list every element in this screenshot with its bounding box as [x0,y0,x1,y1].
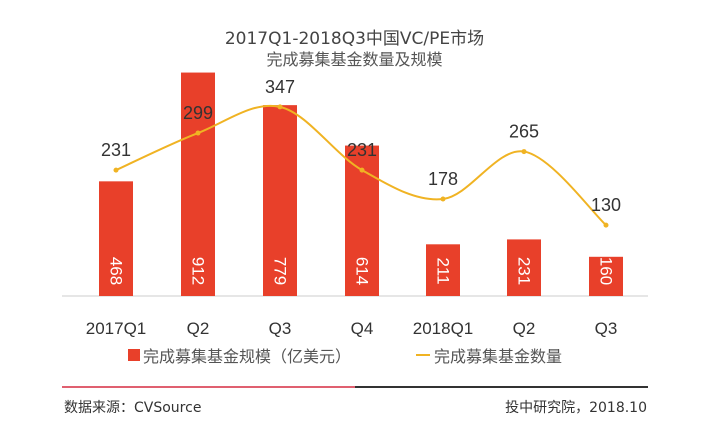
legend-item-line: 完成募集基金数量 [416,343,562,367]
line-value-label: 231 [347,140,377,160]
x-tick-label: Q3 [269,319,292,338]
bar-value-label: 614 [353,257,372,285]
footer-divider-dark [355,386,648,388]
footer-credit: 投中研究院，2018.10 [505,400,647,416]
line-point [521,149,527,155]
footer-divider-red [62,386,355,388]
bar [99,181,133,296]
x-tick-label: Q2 [513,319,536,338]
x-tick-label: Q3 [595,319,618,338]
line-value-label: 130 [591,195,621,215]
line-point [603,222,609,228]
bar-value-label: 468 [107,257,126,285]
x-tick-label: Q4 [351,319,374,338]
chart-subtitle: 完成募集基金数量及规模 [266,50,443,69]
legend-label-line: 完成募集基金数量 [434,347,563,366]
legend-swatch-bar [128,349,140,361]
x-tick-label: 2017Q1 [86,319,147,338]
bar-value-label: 160 [597,257,616,285]
bar-value-label: 211 [434,257,453,284]
bar [426,244,460,296]
footer-source: 数据来源：CVSource [64,400,202,416]
bar [263,105,297,297]
line-value-label: 265 [509,122,539,142]
legend-label-bar: 完成募集基金规模（亿美元） [143,347,352,366]
bar [589,256,623,296]
bar-value-label: 779 [271,257,290,285]
line-value-label: 178 [428,169,458,189]
line-point [359,167,365,173]
bar [181,72,215,296]
line-point [277,104,283,110]
bar-value-label: 912 [189,257,208,285]
bar [507,239,541,296]
legend-item-bar: 完成募集基金规模（亿美元） [128,343,351,367]
legend-swatch-line [416,354,430,356]
line-point [440,196,446,202]
line-value-label: 299 [183,103,213,123]
chart-title: 2017Q1-2018Q3中国VC/PE市场 [224,29,485,49]
bar-value-label: 231 [515,257,534,285]
x-tick-label: Q2 [187,319,210,338]
x-tick-label: 2018Q1 [413,319,474,338]
line-point [195,130,201,136]
line-value-label: 347 [265,77,295,97]
line-value-label: 231 [101,140,131,160]
line-point [113,167,119,173]
